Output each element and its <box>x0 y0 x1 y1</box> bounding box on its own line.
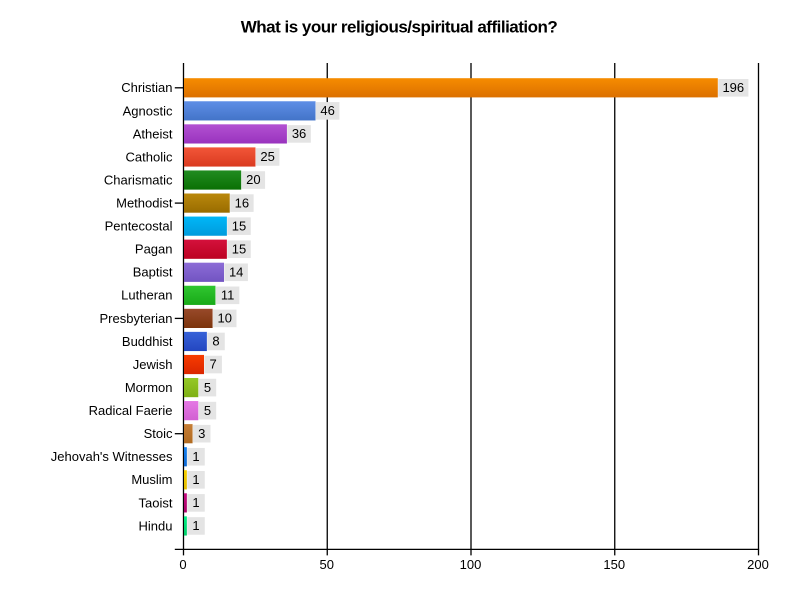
svg-text:15: 15 <box>232 218 246 233</box>
svg-text:25: 25 <box>260 149 274 164</box>
svg-text:36: 36 <box>292 126 306 141</box>
svg-text:Atheist: Atheist <box>133 126 173 141</box>
svg-text:10: 10 <box>218 311 232 326</box>
svg-text:1: 1 <box>192 449 199 464</box>
svg-text:1: 1 <box>192 472 199 487</box>
svg-text:150: 150 <box>603 557 625 572</box>
svg-text:Stoic: Stoic <box>144 426 173 441</box>
svg-text:50: 50 <box>320 557 334 572</box>
svg-text:Jehovah's Witnesses: Jehovah's Witnesses <box>51 449 173 464</box>
svg-text:Taoist: Taoist <box>139 495 173 510</box>
svg-text:Baptist: Baptist <box>133 265 173 280</box>
svg-text:Radical Faerie: Radical Faerie <box>89 403 173 418</box>
svg-text:1: 1 <box>192 518 199 533</box>
svg-text:Pentecostal: Pentecostal <box>105 219 173 234</box>
svg-text:15: 15 <box>232 241 246 256</box>
svg-text:7: 7 <box>210 357 217 372</box>
svg-text:Methodist: Methodist <box>116 196 173 211</box>
svg-text:14: 14 <box>229 264 243 279</box>
svg-text:0: 0 <box>179 557 186 572</box>
svg-text:196: 196 <box>722 80 744 95</box>
svg-text:3: 3 <box>198 426 205 441</box>
svg-text:46: 46 <box>320 103 334 118</box>
svg-text:What is your religious/spiritu: What is your religious/spiritual affilia… <box>241 18 558 37</box>
svg-text:Christian: Christian <box>121 80 172 95</box>
svg-text:Lutheran: Lutheran <box>121 288 172 303</box>
svg-text:Agnostic: Agnostic <box>123 103 173 118</box>
svg-text:Buddhist: Buddhist <box>122 334 173 349</box>
svg-text:8: 8 <box>212 334 219 349</box>
svg-text:Pagan: Pagan <box>135 242 173 257</box>
svg-text:5: 5 <box>204 380 211 395</box>
svg-text:Muslim: Muslim <box>131 472 172 487</box>
svg-text:Hindu: Hindu <box>139 518 173 533</box>
svg-text:1: 1 <box>192 495 199 510</box>
svg-text:Presbyterian: Presbyterian <box>100 311 173 326</box>
svg-text:Jewish: Jewish <box>133 357 173 372</box>
svg-text:20: 20 <box>246 172 260 187</box>
svg-text:200: 200 <box>747 557 769 572</box>
svg-text:11: 11 <box>221 288 235 303</box>
svg-text:Charismatic: Charismatic <box>104 172 173 187</box>
svg-text:16: 16 <box>235 195 249 210</box>
svg-text:Catholic: Catholic <box>126 149 173 164</box>
svg-text:100: 100 <box>460 557 482 572</box>
svg-text:5: 5 <box>204 403 211 418</box>
svg-text:Mormon: Mormon <box>125 380 173 395</box>
